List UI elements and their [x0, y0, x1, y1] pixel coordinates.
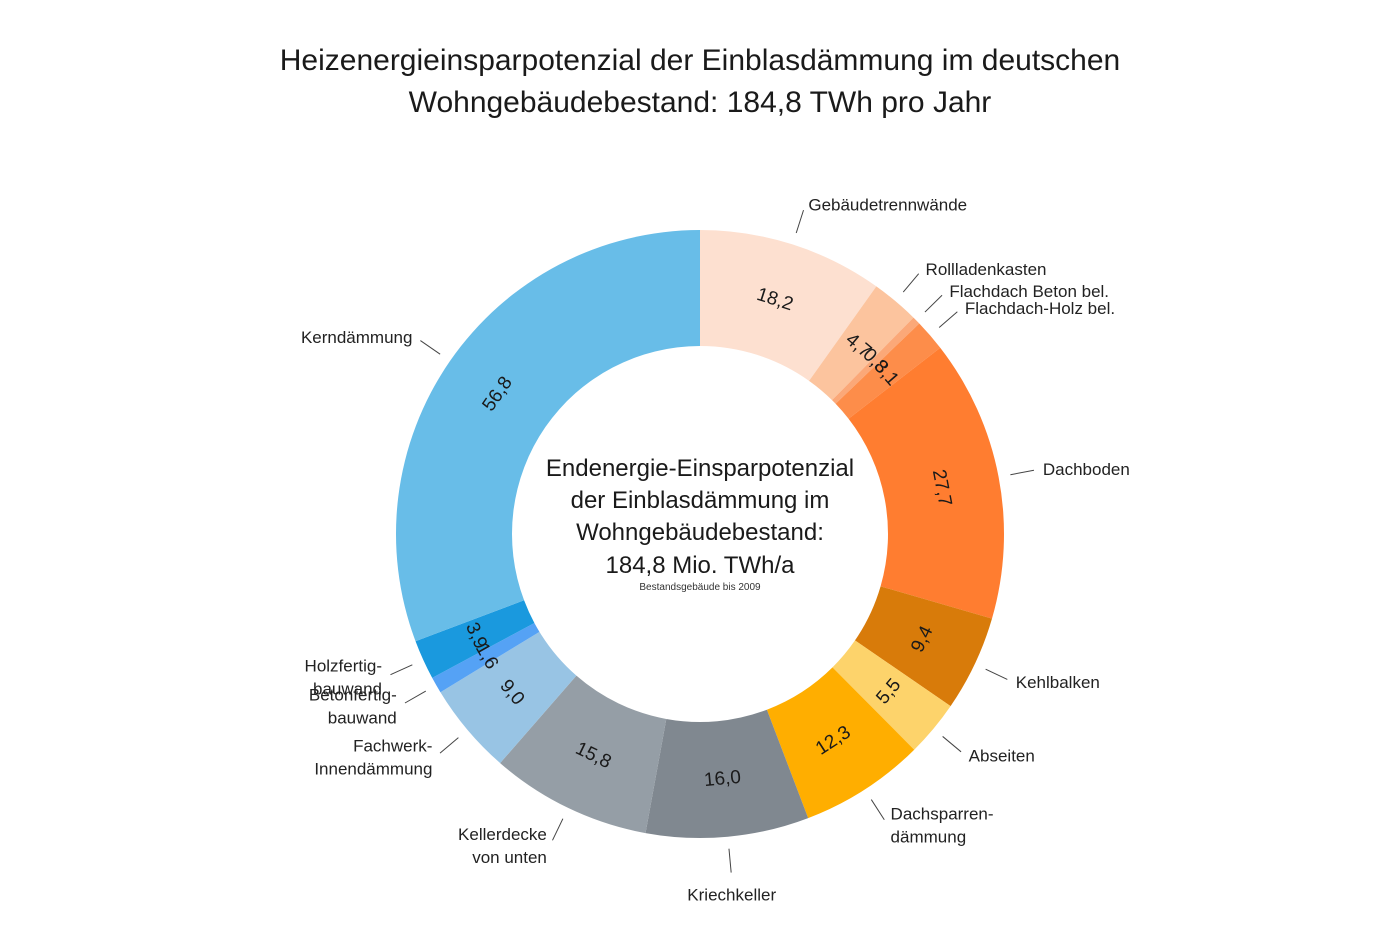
donut-slices: [395, 230, 1005, 838]
center-line-4: 184,8 Mio. TWh/a: [606, 552, 796, 579]
category-label-line: Flachdach Beton bel.: [949, 282, 1109, 301]
category-label-flachdach-beton-bel: Flachdach Beton bel.: [949, 282, 1109, 301]
category-label-line: Betonfertig-: [309, 685, 397, 704]
slice-fachwerk-innendämmung: [440, 631, 577, 764]
leader-line-abseiten: [942, 736, 962, 753]
category-label-line: Kellerdecke: [458, 825, 547, 844]
slice-rollladenkasten: [809, 286, 914, 401]
leader-line-kellerdecke-von-unten: [552, 818, 564, 841]
category-label-holzfertig-bauwand: Holzfertig-bauwand: [305, 656, 382, 698]
category-label-line: Flachdach-Holz bel.: [965, 298, 1115, 317]
category-label-line: Holzfertig-: [305, 656, 382, 675]
leader-line-fachwerk-innendämmung: [439, 737, 459, 754]
leader-lines: [390, 209, 1035, 873]
category-label-dachboden: Dachboden: [1043, 460, 1130, 479]
leader-line-gebäudetrennwände: [795, 209, 805, 234]
category-label-line: von unten: [472, 848, 547, 867]
category-labels: Gebäudetrennwände Rollladenkasten Flachdac…: [301, 195, 1130, 904]
category-label-kerndämmung: Kerndämmung: [301, 328, 413, 347]
chart-title-line-1: Heizenergieinsparpotenzial der Einblasdä…: [279, 44, 1121, 77]
slice-gebäudetrennwände: [700, 230, 877, 381]
leader-line-holzfertig-bauwand: [390, 664, 413, 676]
category-label-line: bauwand: [328, 708, 397, 727]
slice-kehlbalken: [854, 586, 992, 707]
leader-line-dachboden: [1010, 469, 1035, 476]
slice-kerndämmung: [395, 230, 700, 642]
category-label-flachdach-holz-bel: Flachdach-Holz bel.: [965, 298, 1115, 317]
center-line-2: der Einblasdämmung im: [571, 487, 830, 514]
category-label-kellerdecke-von-unten: Kellerdecke von unten: [458, 825, 547, 867]
center-line-1: Endenergie-Einsparpotenzial: [546, 455, 854, 482]
slice-flachdach-holz-bel: [835, 323, 941, 419]
slice-kellerdecke-von-unten: [500, 675, 667, 834]
center-line-3: Wohngebäudebestand:: [576, 519, 824, 546]
category-label-betonfertig-bauwand: Betonfertig-bauwand: [309, 685, 397, 727]
slice-betonfertig-bauwand: [432, 622, 540, 693]
category-label-line: Kriechkeller: [687, 885, 776, 904]
leader-line-rollladenkasten: [902, 273, 920, 293]
leader-line-kriechkeller: [728, 848, 732, 873]
leader-line-flachdach-holz-bel: [938, 311, 958, 328]
value-label-kriechkeller: 16,0: [703, 767, 742, 791]
center-subtext: Bestandsgebäude bis 2009: [639, 582, 761, 593]
slice-holzfertig-bauwand: [415, 600, 535, 678]
leader-line-kerndämmung: [420, 340, 441, 355]
center-text: Endenergie-Einsparpotenzial der Einblasd…: [546, 455, 854, 593]
chart-title-line-2: Wohngebäudebestand: 184,8 TWh pro Jahr: [408, 86, 992, 119]
slice-flachdach-beton-bel: [832, 317, 920, 404]
category-label-gebäudetrennwände: Gebäudetrennwände: [808, 195, 967, 214]
leader-line-flachdach-beton-bel: [924, 294, 943, 313]
slice-kriechkeller: [645, 709, 809, 838]
category-label-line: Abseiten: [969, 746, 1035, 765]
category-label-line: Rollladenkasten: [926, 260, 1047, 279]
leader-line-betonfertig-bauwand: [404, 690, 427, 704]
category-label-line: dämmung: [891, 827, 967, 846]
category-label-line: Dachboden: [1043, 460, 1130, 479]
category-label-line: Kehlbalken: [1016, 673, 1100, 692]
slice-abseiten: [832, 640, 951, 750]
category-label-line: Gebäudetrennwände: [808, 195, 967, 214]
category-label-line: Kerndämmung: [301, 328, 413, 347]
category-label-fachwerk-innendämmung: Fachwerk- Innendämmung: [314, 736, 432, 778]
category-label-kehlbalken: Kehlbalken: [1016, 673, 1100, 692]
category-label-kriechkeller: Kriechkeller: [687, 885, 776, 904]
slice-dachsparren-dämmung: [766, 667, 915, 819]
category-label-dachsparren-dämmung: Dachsparren-dämmung: [891, 804, 994, 846]
category-label-line: Innendämmung: [314, 759, 432, 778]
category-label-line: Fachwerk-: [353, 736, 432, 755]
category-label-abseiten: Abseiten: [969, 746, 1035, 765]
category-label-line: Dachsparren-: [891, 804, 994, 823]
category-label-line: bauwand: [313, 679, 382, 698]
slice-dachboden: [848, 347, 1005, 619]
category-label-rollladenkasten: Rollladenkasten: [926, 260, 1047, 279]
chart-title: Heizenergieinsparpotenzial der Einblasdä…: [0, 40, 1400, 124]
leader-line-dachsparren-dämmung: [870, 799, 885, 820]
leader-line-kehlbalken: [985, 668, 1008, 680]
